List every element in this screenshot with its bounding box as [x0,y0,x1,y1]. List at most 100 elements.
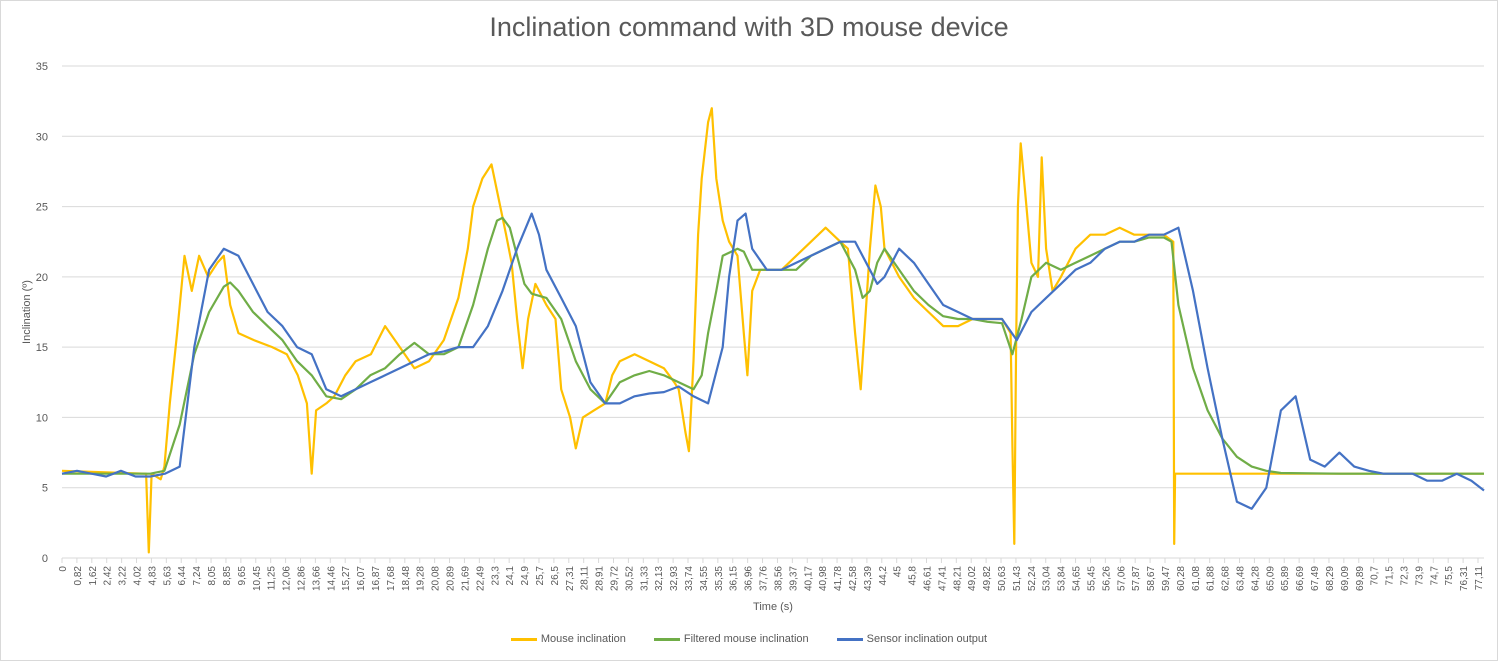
x-tick-label: 70,7 [1370,566,1381,586]
x-tick-label: 22,49 [475,566,486,591]
x-tick-label: 40,98 [818,566,829,591]
x-tick-label: 5,63 [162,566,173,586]
x-tick-label: 54,65 [1072,566,1083,591]
x-tick-label: 65,89 [1280,566,1291,591]
x-tick-label: 9,65 [237,566,248,586]
y-tick-label: 30 [36,131,48,143]
x-tick-label: 1,62 [88,566,99,586]
x-tick-label: 37,76 [759,566,770,591]
x-tick-label: 69,89 [1355,566,1366,591]
y-tick-label: 25 [36,202,48,214]
x-tick-label: 53,84 [1057,566,1068,591]
x-tick-label: 4,83 [147,566,158,586]
grid-lines [62,65,1484,559]
x-tick-label: 50,63 [997,566,1008,591]
x-tick-label: 59,47 [1161,566,1172,591]
series-line-sensor-inclination-output [61,212,1485,510]
x-tick-label: 36,15 [729,566,740,591]
x-tick-label: 28,11 [580,566,591,591]
x-tick-label: 45 [893,566,904,578]
x-tick-label: 67,49 [1310,566,1321,591]
x-tick-label: 52,24 [1027,566,1038,591]
x-tick-label: 17,68 [386,566,397,591]
x-tick-label: 16,87 [371,566,382,591]
x-tick-label: 55,45 [1086,566,1097,591]
x-tick-label: 48,21 [952,566,963,591]
x-tick-labels: 0 0,82 1,62 2,42 3,22 4,02 4,83 5,63 6,44 7,24 8,0… [58,558,1485,591]
x-tick-label: 6,44 [177,566,188,586]
x-tick-label: 3,22 [118,566,129,586]
x-tick-label: 61,08 [1191,566,1202,591]
legend-label: Filtered mouse inclination [683,633,809,645]
x-tick-label: 31,33 [639,566,650,591]
x-tick-label: 29,72 [609,566,620,591]
x-tick-label: 57,06 [1116,566,1127,591]
series-line-filtered-mouse-inclination [62,216,1484,475]
x-tick-label: 16,07 [356,566,367,591]
x-tick-label: 10,45 [252,566,263,591]
chart-title: Inclination command with 3D mouse device [489,12,1009,42]
x-tick-label: 51,43 [1012,566,1023,591]
x-tick-label: 21,69 [460,566,471,591]
x-tick-label: 15,27 [341,566,352,591]
x-tick-label: 43,39 [863,566,874,591]
x-tick-label: 0 [58,566,69,572]
x-tick-label: 36,96 [744,566,755,591]
x-tick-label: 23,3 [490,566,501,586]
x-tick-label: 14,46 [326,566,337,591]
x-tick-label: 68,29 [1325,566,1336,591]
x-tick-label: 8,85 [222,566,233,586]
x-tick-label: 12,06 [282,566,293,591]
x-tick-label: 8,05 [207,566,218,586]
x-tick-label: 11,25 [267,566,278,591]
x-tick-label: 24,1 [505,566,516,586]
x-tick-label: 45,8 [908,566,919,586]
x-tick-label: 0,82 [73,566,84,586]
y-tick-label: 35 [36,61,48,73]
x-tick-label: 73,9 [1414,566,1425,586]
x-tick-label: 49,02 [967,566,978,591]
x-tick-label: 56,26 [1101,566,1112,591]
x-tick-label: 4,02 [133,566,144,586]
x-tick-label: 25,7 [535,566,546,586]
x-tick-label: 69,09 [1340,566,1351,591]
y-tick-label: 10 [36,412,48,424]
x-tick-label: 30,52 [624,566,635,591]
x-tick-label: 75,5 [1444,566,1455,586]
x-tick-label: 63,48 [1236,566,1247,591]
x-tick-label: 65,09 [1265,566,1276,591]
x-tick-label: 20,08 [431,566,442,591]
x-tick-label: 18,48 [401,566,412,591]
x-tick-label: 57,87 [1131,566,1142,591]
x-tick-label: 32,13 [654,566,665,591]
x-tick-label: 28,91 [595,566,606,591]
x-tick-label: 76,31 [1459,566,1470,591]
x-tick-label: 39,37 [788,566,799,591]
x-tick-label: 71,5 [1385,566,1396,586]
y-axis-label: Inclination (º) [21,280,33,344]
x-tick-label: 66,69 [1295,566,1306,591]
x-tick-label: 42,58 [848,566,859,591]
y-tick-label: 5 [42,483,48,495]
y-tick-label: 20 [36,272,48,284]
legend-swatch [653,637,680,641]
x-tick-label: 46,61 [923,566,934,591]
series-lines [61,107,1485,554]
x-tick-label: 47,41 [937,566,948,591]
x-tick-label: 20,89 [446,566,457,591]
x-tick-label: 19,28 [416,566,427,591]
x-tick-label: 41,78 [833,566,844,591]
x-tick-label: 2,42 [103,566,114,586]
x-tick-label: 58,67 [1146,566,1157,591]
x-tick-label: 64,28 [1250,566,1261,591]
x-tick-label: 33,74 [684,566,695,591]
x-tick-label: 77,11 [1474,566,1485,591]
series-line-mouse-inclination [61,107,1484,554]
legend-item: Mouse inclination [510,633,626,645]
x-tick-label: 74,7 [1429,566,1440,586]
legend-label: Mouse inclination [540,633,626,645]
legend-swatch [510,637,537,641]
x-tick-label: 7,24 [192,566,203,586]
x-tick-label: 62,68 [1221,566,1232,591]
